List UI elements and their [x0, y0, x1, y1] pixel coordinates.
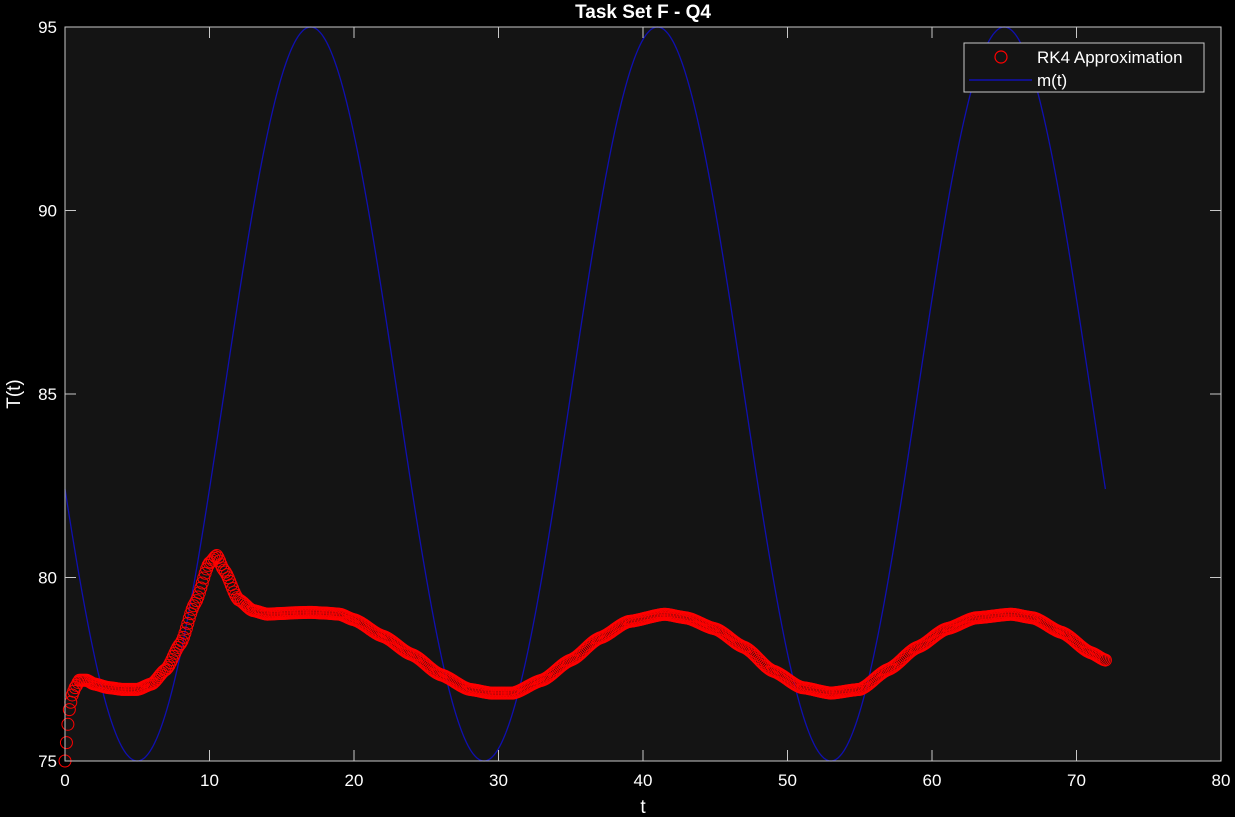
y-tick-label: 95: [38, 18, 57, 37]
rk4-marker: [197, 571, 211, 585]
x-tick-label: 0: [60, 771, 69, 790]
x-tick-label: 40: [634, 771, 653, 790]
x-tick-label: 30: [489, 771, 508, 790]
rk4-marker: [171, 640, 185, 654]
rk4-marker: [61, 717, 75, 731]
rk4-marker: [181, 616, 195, 630]
rk4-marker: [195, 576, 209, 590]
rk4-marker: [59, 736, 73, 750]
legend-label-rk4: RK4 Approximation: [1037, 48, 1183, 67]
y-tick-label: 75: [38, 752, 57, 771]
rk4-marker: [217, 563, 231, 577]
legend: RK4 Approximation m(t): [963, 42, 1205, 93]
x-axis-label: t: [640, 797, 646, 817]
rk4-marker: [1098, 653, 1112, 667]
x-tick-label: 10: [200, 771, 219, 790]
rk4-marker: [179, 621, 193, 635]
x-tick-label: 70: [1067, 771, 1086, 790]
rk4-marker: [162, 658, 176, 672]
chart-title: Task Set F - Q4: [575, 2, 711, 23]
series-line-mt: [64, 26, 1107, 762]
rk4-marker: [172, 638, 186, 652]
rk4-marker: [207, 551, 221, 565]
rk4-marker: [159, 662, 173, 676]
rk4-marker: [62, 703, 76, 717]
rk4-marker: [192, 586, 206, 600]
rk4-marker: [182, 611, 196, 625]
y-axis-label: T(t): [4, 379, 25, 409]
y-tick-label: 85: [38, 385, 57, 404]
ticks-layer: 0 10 20 30 40 50 60 70 80 75 80 85 90 95: [38, 18, 1230, 790]
series-layer: [58, 26, 1112, 768]
legend-marker-rk4: [994, 50, 1008, 64]
x-tick-label: 20: [345, 771, 364, 790]
rk4-marker: [194, 581, 208, 595]
x-tick-label: 60: [923, 771, 942, 790]
y-tick-label: 90: [38, 202, 57, 221]
y-tick-label: 80: [38, 569, 57, 588]
rk4-marker: [178, 626, 192, 640]
plot-area: [65, 27, 1221, 761]
rk4-marker: [168, 646, 182, 660]
x-tick-label: 50: [778, 771, 797, 790]
legend-label-mt: m(t): [1037, 71, 1067, 90]
rk4-marker: [216, 561, 229, 575]
x-tick-label: 80: [1212, 771, 1231, 790]
rk4-marker: [205, 553, 219, 567]
